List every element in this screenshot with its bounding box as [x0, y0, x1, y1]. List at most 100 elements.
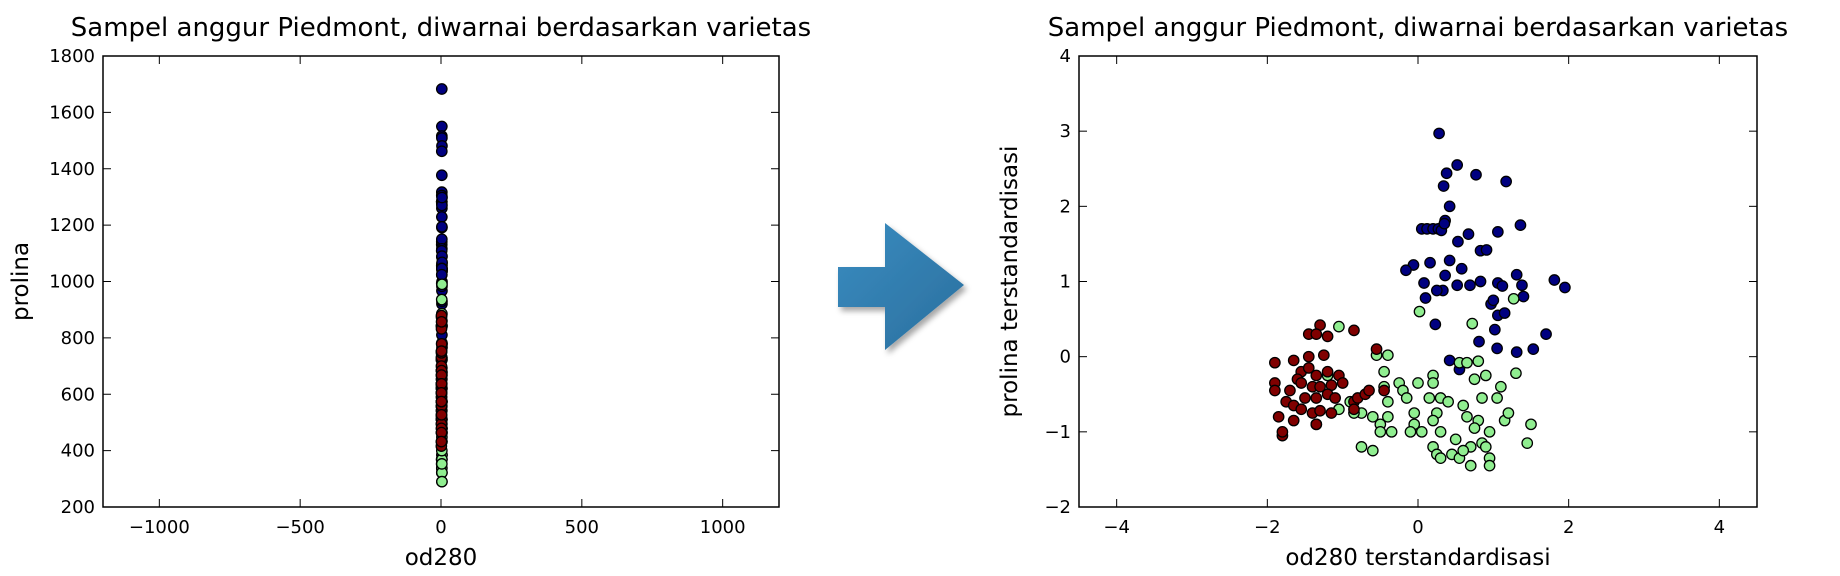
- data-point: [1442, 395, 1454, 408]
- x-tick-label: 0: [1412, 517, 1423, 538]
- data-point: [1438, 217, 1451, 230]
- data-point: [1488, 323, 1501, 336]
- y-tick-label: 2: [1060, 196, 1071, 217]
- data-point: [1464, 279, 1476, 292]
- data-point: [1419, 292, 1432, 304]
- data-point: [1427, 377, 1439, 389]
- y-tick-label: 1: [1060, 272, 1071, 293]
- data-point: [435, 83, 448, 95]
- data-point: [1452, 235, 1464, 248]
- data-point: [1378, 365, 1390, 378]
- data-point: [1413, 305, 1426, 318]
- data-point: [1336, 377, 1349, 389]
- data-point: [1451, 159, 1464, 171]
- data-point: [1314, 404, 1326, 417]
- data-point: [1302, 350, 1315, 363]
- data-point: [1500, 175, 1512, 188]
- x-tick-label: 4: [1714, 517, 1725, 538]
- data-point: [1317, 349, 1330, 362]
- data-point: [1434, 425, 1447, 438]
- data-point: [1299, 392, 1311, 404]
- x-tick-label: −4: [1103, 517, 1130, 538]
- data-point: [1314, 380, 1326, 393]
- data-point: [1507, 292, 1520, 305]
- data-point: [1382, 410, 1394, 423]
- data-point: [1496, 280, 1509, 292]
- data-point: [1321, 365, 1334, 378]
- y-axis-label: prolina terstandardisasi: [997, 146, 1023, 418]
- data-point: [1525, 418, 1537, 431]
- data-point: [435, 315, 448, 328]
- data-point: [1424, 256, 1436, 269]
- data-point: [1321, 330, 1334, 343]
- data-point: [435, 233, 448, 246]
- data-point: [1517, 290, 1530, 303]
- x-tick-label: −2: [1254, 517, 1281, 538]
- data-point: [1461, 356, 1473, 369]
- data-point: [1418, 277, 1430, 289]
- data-point: [1510, 268, 1523, 281]
- data-point: [1487, 294, 1500, 307]
- data-point: [1385, 425, 1398, 438]
- data-point: [1440, 167, 1453, 180]
- data-point: [435, 435, 448, 448]
- x-tick-label: −1000: [129, 517, 190, 538]
- data-point: [1443, 254, 1456, 267]
- data-point: [1461, 410, 1473, 423]
- y-tick-label: 400: [61, 441, 95, 462]
- data-point: [1363, 384, 1375, 397]
- data-point: [1276, 425, 1289, 438]
- y-tick-label: 4: [1060, 46, 1071, 67]
- data-point: [1502, 407, 1515, 419]
- data-point: [1370, 343, 1383, 355]
- data-point: [1439, 269, 1451, 282]
- data-point: [1468, 373, 1481, 386]
- data-point: [1464, 459, 1477, 472]
- data-point: [1474, 275, 1487, 288]
- y-tick-label: 3: [1060, 121, 1071, 142]
- data-point: [1443, 200, 1456, 213]
- y-tick-label: 0: [1060, 347, 1071, 368]
- y-tick-label: 1200: [49, 215, 95, 236]
- data-point: [1451, 279, 1464, 292]
- y-tick-label: 1000: [49, 272, 95, 293]
- data-point: [1287, 354, 1300, 367]
- data-point: [1516, 279, 1528, 292]
- y-tick-label: 800: [61, 328, 95, 349]
- data-point: [436, 220, 448, 233]
- y-tick-label: 1800: [49, 46, 95, 67]
- data-point: [1408, 407, 1421, 419]
- data-point: [1514, 219, 1527, 231]
- chart-title: Sampel anggur Piedmont, diwarnai berdasa…: [71, 13, 811, 43]
- data-point: [435, 395, 448, 408]
- data-point: [1355, 441, 1368, 453]
- data-point: [1382, 349, 1394, 362]
- data-point: [1348, 324, 1360, 337]
- data-point: [1455, 262, 1468, 275]
- data-point: [1434, 452, 1447, 464]
- data-point: [1492, 226, 1504, 238]
- data-point: [1510, 346, 1523, 359]
- data-point: [1521, 437, 1534, 449]
- right-arrow-icon: [838, 223, 964, 350]
- series-3: [1269, 319, 1390, 442]
- data-point: [1498, 307, 1511, 319]
- y-tick-label: 600: [61, 384, 95, 405]
- data-point: [1479, 369, 1492, 382]
- data-point: [1462, 228, 1475, 240]
- data-point: [1457, 444, 1470, 457]
- series-1: [1400, 127, 1571, 376]
- data-point: [436, 191, 448, 204]
- data-point: [1527, 343, 1540, 355]
- data-point: [1466, 317, 1479, 330]
- data-point: [1510, 367, 1522, 380]
- data-point: [435, 120, 448, 133]
- data-point: [1449, 433, 1462, 446]
- data-point: [435, 145, 448, 158]
- data-point: [436, 278, 448, 291]
- data-point: [1400, 392, 1413, 404]
- data-point: [1479, 441, 1492, 453]
- plot-frame: [1078, 55, 1758, 508]
- x-tick-label: 0: [435, 517, 446, 538]
